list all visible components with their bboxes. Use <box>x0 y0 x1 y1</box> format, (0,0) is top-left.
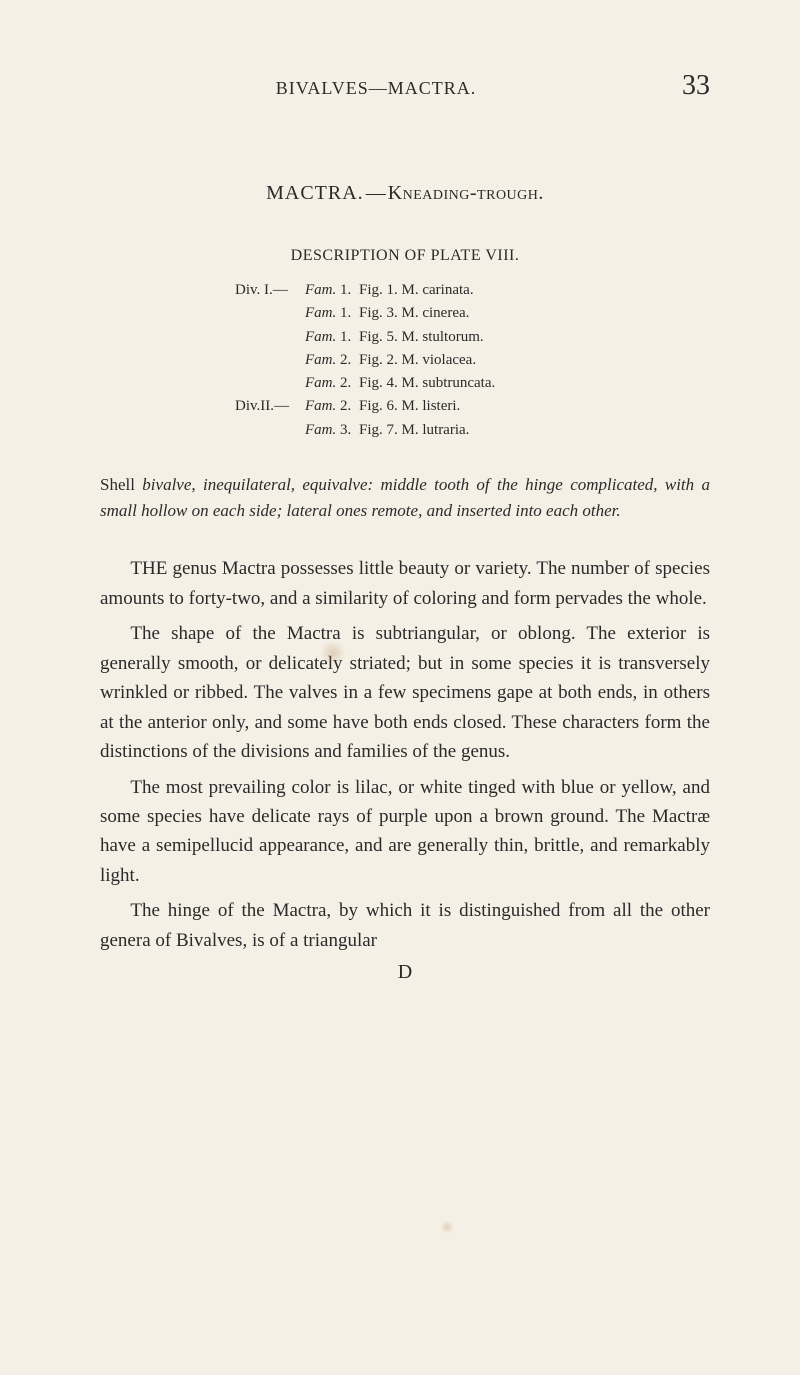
plate-figure: Fig. 2. <box>355 352 398 368</box>
plate-family: Fam. <box>305 398 336 414</box>
plate-figure: Fig. 4. <box>355 375 398 391</box>
section-title: MACTRA.—Kneading-trough. <box>100 182 710 205</box>
plate-row: Fam. 3. Fig. 7. M. lutraria. <box>235 419 575 442</box>
plate-division: Div.II.— <box>235 395 305 418</box>
plate-species: M. lutraria. <box>402 422 470 438</box>
plate-species: M. cinerea. <box>402 305 470 321</box>
body-paragraph-2: The shape of the Mactra is subtriangular… <box>100 619 710 766</box>
plate-family: Fam. <box>305 352 336 368</box>
page-number: 33 <box>682 70 710 102</box>
plate-division: Div. I.— <box>235 279 305 302</box>
title-genus: MACTRA. <box>266 182 364 204</box>
plate-row: Fam. 2. Fig. 2. M. violacea. <box>235 349 575 372</box>
plate-family: Fam. <box>305 375 336 391</box>
plate-family: Fam. <box>305 305 336 321</box>
diagnosis-paragraph: Shell bivalve, inequilateral, equivalve:… <box>100 472 710 525</box>
paragraph-lead-caps: THE <box>130 558 167 579</box>
plate-family-no: 1. <box>336 305 351 321</box>
plate-family: Fam. <box>305 422 336 438</box>
plate-figure: Fig. 6. <box>355 398 398 414</box>
plate-row: Fam. 1. Fig. 5. M. stultorum. <box>235 326 575 349</box>
plate-species: M. violacea. <box>402 352 477 368</box>
plate-species: M. listeri. <box>402 398 461 414</box>
plate-row: Fam. 2. Fig. 4. M. subtruncata. <box>235 372 575 395</box>
running-head: BIVALVES—MACTRA. <box>100 78 652 99</box>
title-subtitle: Kneading-trough. <box>388 182 544 204</box>
plate-row: Fam. 1. Fig. 3. M. cinerea. <box>235 302 575 325</box>
plate-species: M. stultorum. <box>402 329 484 345</box>
plate-species: M. subtruncata. <box>402 375 496 391</box>
page: BIVALVES—MACTRA. 33 MACTRA.—Kneading-tro… <box>0 0 800 1375</box>
plate-family: Fam. <box>305 282 336 298</box>
plate-family: Fam. <box>305 329 336 345</box>
plate-species: M. carinata. <box>402 282 474 298</box>
plate-figure: Fig. 7. <box>355 422 398 438</box>
header: BIVALVES—MACTRA. 33 <box>100 70 710 102</box>
plate-family-no: 1. <box>336 282 351 298</box>
paragraph-text: genus Mactra possesses little beauty or … <box>100 558 710 608</box>
plate-description-heading: DESCRIPTION OF PLATE VIII. <box>100 247 710 265</box>
plate-figure: Fig. 3. <box>355 305 398 321</box>
plate-figure: Fig. 1. <box>355 282 398 298</box>
plate-row: Div.II.—Fam. 2. Fig. 6. M. listeri. <box>235 395 575 418</box>
body-paragraph-3: The most prevailing color is lilac, or w… <box>100 773 710 891</box>
plate-family-no: 3. <box>336 422 351 438</box>
body-paragraph-1: THE genus Mactra possesses little beauty… <box>100 554 710 613</box>
title-separator: — <box>364 182 388 204</box>
diagnosis-text: bivalve, inequilateral, equivalve: middl… <box>100 475 710 520</box>
plate-family-no: 1. <box>336 329 351 345</box>
diagnosis-lead: Shell <box>100 475 135 494</box>
plate-family-no: 2. <box>336 352 351 368</box>
plate-family-no: 2. <box>336 375 351 391</box>
foxing-spot <box>440 1220 454 1234</box>
plate-list: Div. I.—Fam. 1. Fig. 1. M. carinata. Fam… <box>235 279 575 442</box>
body-paragraph-4: The hinge of the Mactra, by which it is … <box>100 896 710 955</box>
plate-row: Div. I.—Fam. 1. Fig. 1. M. carinata. <box>235 279 575 302</box>
foxing-spot <box>320 640 346 666</box>
signature-mark: D <box>100 961 710 984</box>
plate-figure: Fig. 5. <box>355 329 398 345</box>
plate-family-no: 2. <box>336 398 351 414</box>
